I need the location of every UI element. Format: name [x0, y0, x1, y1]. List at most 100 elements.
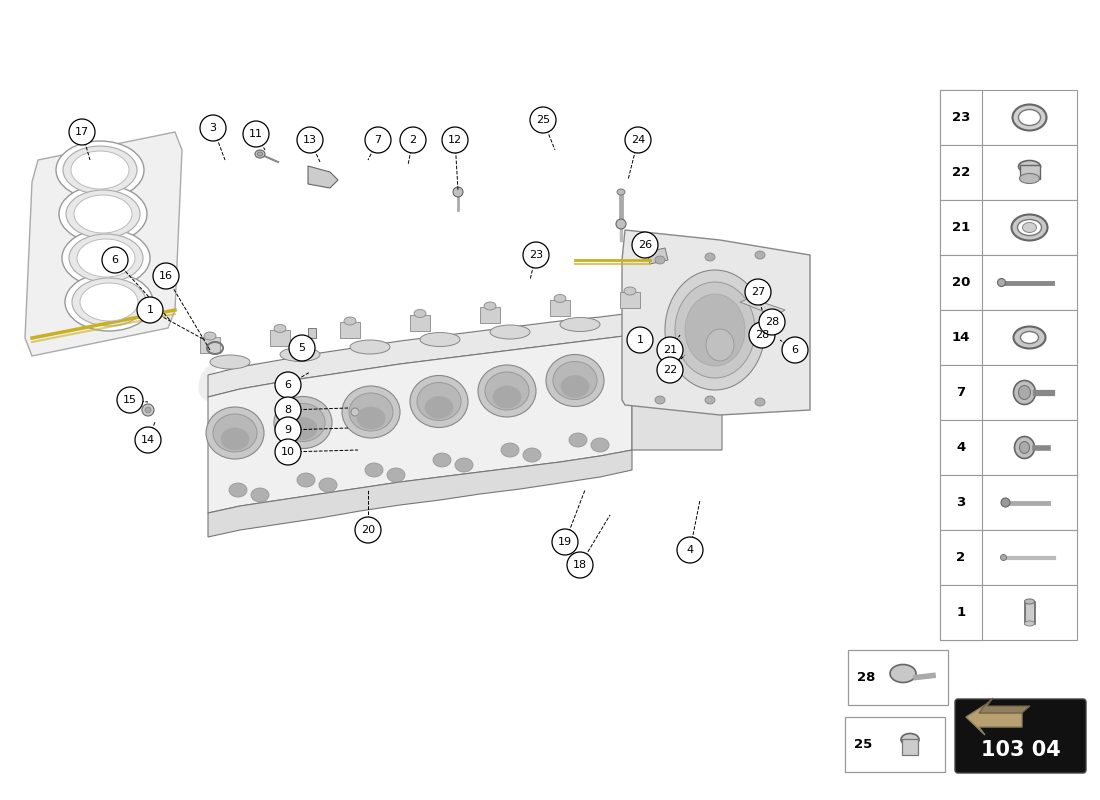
Polygon shape [621, 230, 810, 415]
Ellipse shape [705, 396, 715, 404]
Bar [940, 145, 982, 200]
Ellipse shape [485, 372, 529, 410]
Ellipse shape [478, 365, 536, 417]
Ellipse shape [425, 397, 453, 418]
Ellipse shape [210, 355, 250, 369]
Text: 4: 4 [956, 441, 966, 454]
Ellipse shape [59, 185, 147, 243]
Text: 7: 7 [374, 135, 382, 145]
Circle shape [138, 297, 163, 323]
Ellipse shape [666, 270, 764, 390]
Ellipse shape [1020, 174, 1040, 183]
Bar [410, 314, 430, 330]
Ellipse shape [706, 329, 734, 361]
Text: 12: 12 [448, 135, 462, 145]
Ellipse shape [1023, 222, 1036, 233]
Ellipse shape [1001, 498, 1010, 507]
Ellipse shape [493, 386, 521, 408]
Text: 27: 27 [751, 287, 766, 297]
Ellipse shape [1013, 381, 1035, 405]
Text: 6: 6 [285, 380, 292, 390]
Ellipse shape [1012, 105, 1046, 130]
Ellipse shape [257, 152, 263, 156]
Ellipse shape [705, 253, 715, 261]
Text: 19: 19 [558, 537, 572, 547]
Polygon shape [208, 450, 632, 537]
Polygon shape [208, 313, 632, 397]
Circle shape [135, 427, 161, 453]
Polygon shape [632, 285, 722, 335]
Polygon shape [647, 248, 668, 264]
Ellipse shape [591, 438, 609, 452]
Ellipse shape [69, 234, 143, 282]
Text: 16: 16 [160, 271, 173, 281]
Circle shape [297, 127, 323, 153]
Circle shape [657, 337, 683, 363]
Text: 103 04: 103 04 [980, 740, 1060, 760]
Bar [940, 365, 1077, 420]
Ellipse shape [56, 141, 144, 199]
Text: 7: 7 [956, 386, 966, 399]
Circle shape [627, 327, 653, 353]
Ellipse shape [1013, 326, 1045, 349]
Circle shape [69, 119, 95, 145]
Polygon shape [308, 166, 338, 188]
Bar [940, 585, 982, 640]
Bar [940, 90, 1077, 145]
Bar [940, 530, 1077, 585]
Circle shape [676, 537, 703, 563]
Bar [480, 307, 501, 323]
Text: 1: 1 [146, 305, 154, 315]
Ellipse shape [74, 195, 132, 233]
Ellipse shape [77, 239, 135, 277]
Circle shape [552, 529, 578, 555]
Ellipse shape [490, 325, 530, 339]
Circle shape [102, 247, 128, 273]
Text: 11: 11 [249, 129, 263, 139]
Ellipse shape [1018, 219, 1042, 235]
Bar [940, 145, 1077, 200]
Ellipse shape [755, 251, 764, 259]
Circle shape [522, 242, 549, 268]
Bar [940, 200, 1077, 255]
Circle shape [442, 127, 468, 153]
Text: 3: 3 [209, 123, 217, 133]
Ellipse shape [1019, 161, 1041, 173]
Ellipse shape [616, 219, 626, 229]
Ellipse shape [274, 397, 332, 449]
Text: 25: 25 [536, 115, 550, 125]
Bar [200, 337, 220, 353]
Text: 1: 1 [637, 335, 644, 345]
Ellipse shape [455, 458, 473, 472]
Bar [270, 330, 290, 346]
Bar [940, 530, 982, 585]
Circle shape [657, 357, 683, 383]
Ellipse shape [1020, 442, 1030, 454]
Ellipse shape [685, 294, 745, 366]
Ellipse shape [1001, 554, 1006, 561]
Ellipse shape [145, 407, 151, 413]
Ellipse shape [351, 408, 359, 416]
Text: a passion for cars since 1985: a passion for cars since 1985 [245, 423, 635, 447]
Ellipse shape [522, 448, 541, 462]
Bar [550, 299, 570, 315]
Circle shape [759, 309, 785, 335]
Ellipse shape [142, 404, 154, 416]
Ellipse shape [204, 332, 216, 340]
Text: 15: 15 [123, 395, 138, 405]
Text: 2: 2 [409, 135, 417, 145]
Polygon shape [740, 298, 785, 316]
Bar [940, 475, 982, 530]
FancyBboxPatch shape [955, 699, 1086, 773]
Ellipse shape [561, 375, 588, 398]
Bar [902, 738, 918, 754]
Circle shape [200, 115, 225, 141]
Bar [620, 292, 640, 308]
Circle shape [275, 439, 301, 465]
Ellipse shape [1019, 386, 1031, 399]
Text: 22: 22 [663, 365, 678, 375]
Ellipse shape [72, 151, 129, 189]
Text: 28: 28 [755, 330, 769, 340]
Circle shape [625, 127, 651, 153]
Ellipse shape [1024, 599, 1034, 604]
